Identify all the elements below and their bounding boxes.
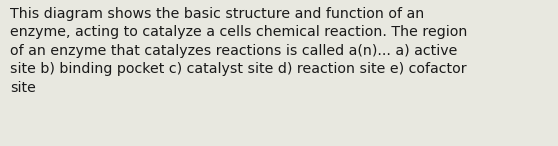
Text: This diagram shows the basic structure and function of an
enzyme, acting to cata: This diagram shows the basic structure a… <box>10 7 468 95</box>
